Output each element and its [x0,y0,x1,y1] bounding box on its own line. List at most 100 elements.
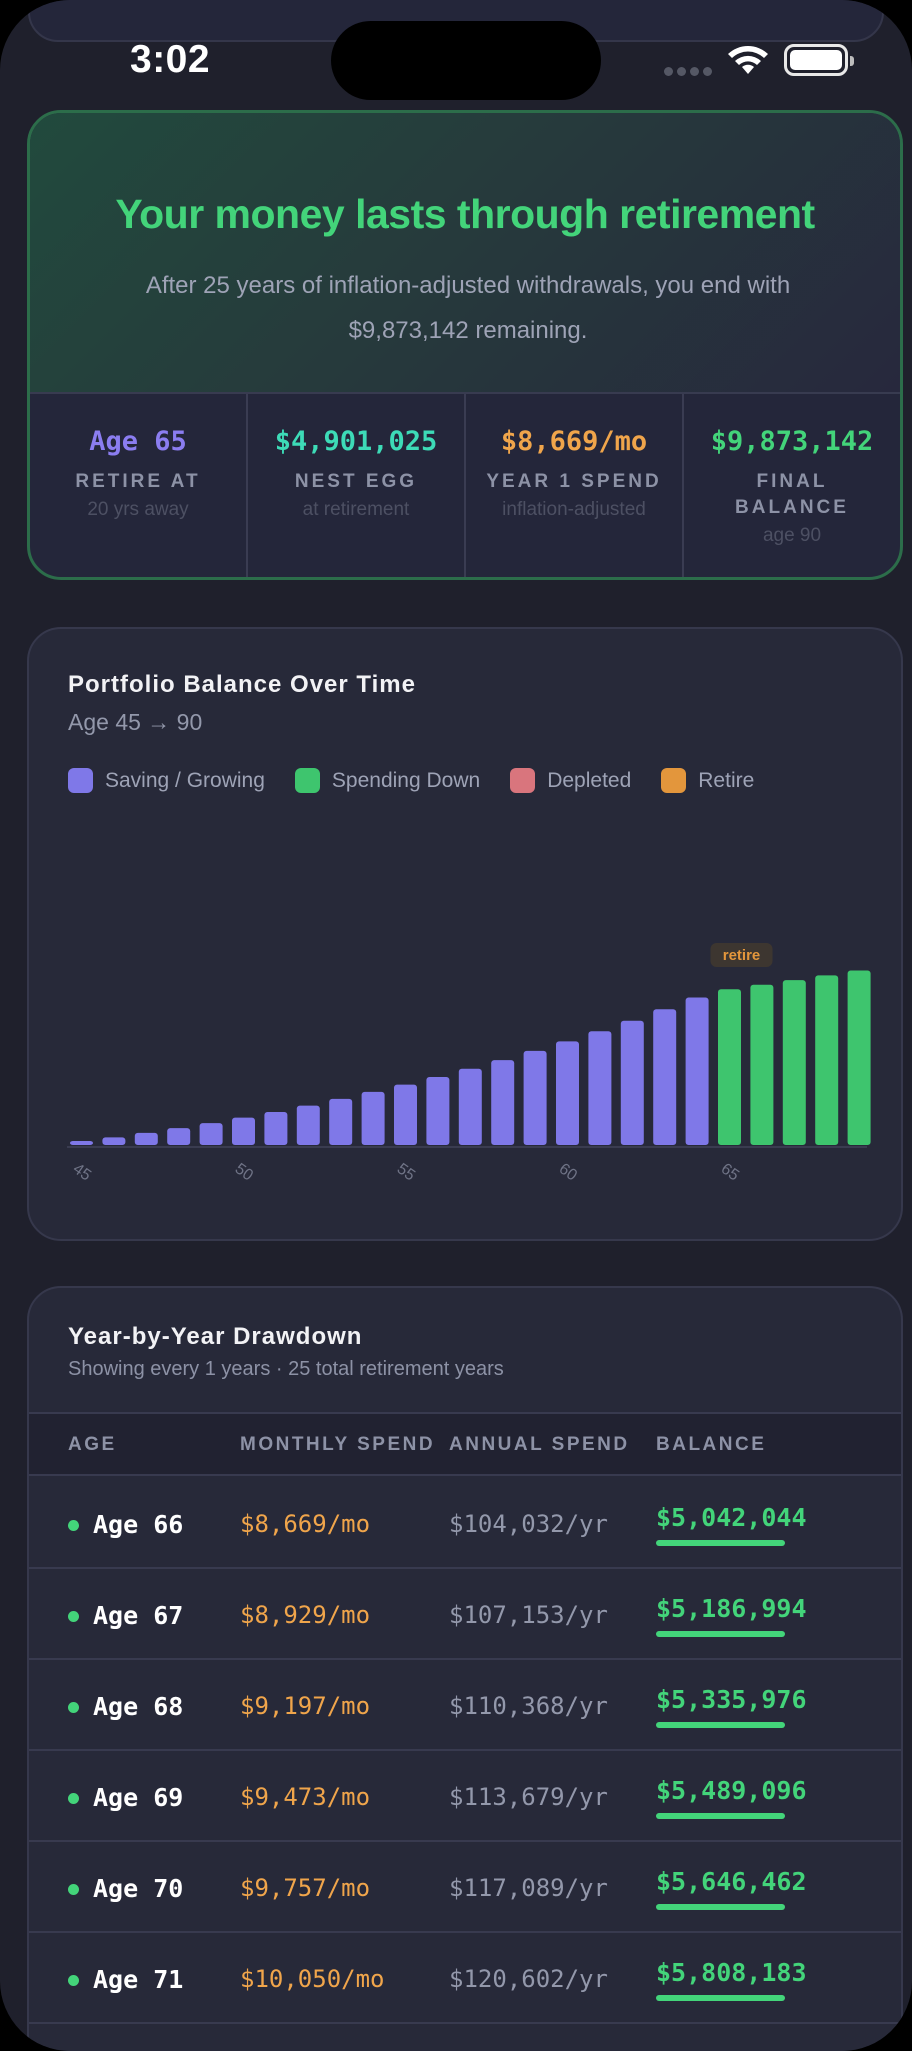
stat-value: Age 65 [89,426,187,457]
legend-swatch [294,768,320,793]
retire-annotation: retire [710,943,773,967]
battery-icon [784,44,854,76]
cell-balance: $5,646,462 [656,1867,807,1896]
cell-annual-spend: $107,153/yr [449,1601,608,1629]
stat-note: 20 yrs away [87,499,189,520]
cell-annual-spend: $120,602/yr [449,1965,608,1993]
balance-bar [656,1904,785,1910]
bar-age-66 [750,984,774,1145]
stat-label: YEAR 1 SPEND [486,471,662,492]
cell-monthly-spend: $10,050/mo [240,1965,385,1993]
table-row: Age 67 $8,929/mo $107,153/yr $5,186,994 [29,1569,901,1660]
table-row: Age 71 $10,050/mo $120,602/yr $5,808,183 [29,1933,901,2024]
stat-nest-egg: $4,901,025 NEST EGG at retirement [248,394,466,577]
bar-age-45 [70,1141,93,1145]
stat-value: $4,901,025 [274,426,438,457]
legend-swatch [510,768,536,793]
bar-age-51 [264,1111,288,1145]
bar-age-67 [782,980,806,1145]
stat-note: inflation-adjusted [502,499,646,520]
chart-legend: Saving / Growing Spending Down Depleted … [68,768,784,793]
stat-label: RETIRE AT [75,471,201,492]
table-header: AGE MONTHLY SPEND ANNUAL SPEND BALANCE [29,1412,901,1476]
retire-annotation-badge [710,943,773,967]
stat-value: $8,669/mo [500,426,648,457]
status-dot [68,1702,79,1713]
legend-label: Saving / Growing [105,768,265,792]
bar-age-54 [361,1091,385,1145]
dynamic-island [331,21,601,100]
cell-age: Age 66 [93,1510,184,1539]
bar-age-56 [426,1076,450,1145]
column-header-annual-spend: ANNUAL SPEND [449,1434,630,1455]
status-dot [68,1884,79,1895]
legend-swatch [68,768,93,793]
balance-bar [656,1722,785,1728]
stat-note: at retirement [302,499,410,520]
key-stats: Age 65 RETIRE AT 20 yrs away $4,901,025 … [30,394,900,577]
legend-item-depleted: Depleted [510,768,631,793]
wifi-icon [728,46,768,74]
result-summary-card: Your money lasts through retirement Afte… [27,110,903,580]
bar-age-55 [394,1084,417,1145]
balance-bar [656,1540,785,1546]
x-tick-label: 55 [394,1160,418,1184]
bar-age-69 [847,970,871,1145]
table-row: $5,974,372 [29,2024,901,2051]
column-header-monthly-spend: MONTHLY SPEND [240,1434,436,1455]
stat-year-1-spend: $8,669/mo YEAR 1 SPEND inflation-adjuste… [466,394,684,577]
cell-monthly-spend: $9,197/mo [240,1692,371,1720]
x-tick-label: 50 [232,1160,256,1184]
drawdown-table-card: Year-by-Year Drawdown Showing every 1 ye… [27,1286,903,2051]
result-banner: Your money lasts through retirement Afte… [30,113,900,394]
bar-age-46 [102,1137,126,1145]
cell-balance: $5,335,976 [656,1685,807,1714]
cell-age: Age 68 [93,1692,184,1721]
x-tick-label: 65 [718,1160,742,1184]
cell-balance: $5,974,372 [656,2049,807,2051]
cell-annual-spend: $104,032/yr [449,1510,608,1538]
x-tick-label: 60 [556,1160,580,1184]
legend-label: Retire [698,768,755,792]
cell-age: Age 70 [93,1874,184,1903]
cell-annual-spend: $110,368/yr [449,1692,608,1720]
balance-bar [656,1995,785,2001]
stat-label: NEST EGG [294,471,418,492]
balance-bar [656,1813,785,1819]
status-time: 3:02 [130,38,211,81]
x-tick-label: 45 [70,1160,94,1184]
cell-age: Age 69 [93,1783,184,1812]
table-title: Year-by-Year Drawdown [68,1323,363,1350]
cell-annual-spend: $113,679/yr [449,1783,608,1811]
stat-label: FINAL BALANCE [735,471,849,518]
stat-note: age 90 [762,525,822,546]
bar-age-58 [491,1060,515,1145]
bar-age-48 [167,1128,191,1145]
bar-age-50 [232,1117,255,1145]
balance-bar [656,1631,785,1637]
legend-label: Depleted [547,768,632,792]
legend-item-retire: Retire [661,768,754,793]
bar-age-53 [329,1098,353,1145]
bar-age-49 [199,1123,223,1145]
cell-annual-spend: $117,089/yr [449,1874,608,1902]
bar-age-57 [458,1068,482,1145]
table-subtitle: Showing every 1 years · 25 total retirem… [68,1358,504,1380]
table-row: Age 70 $9,757/mo $117,089/yr $5,646,462 [29,1842,901,1933]
chart-subtitle: Age 45 → 90 [68,709,203,735]
table-row: Age 69 $9,473/mo $113,679/yr $5,489,096 [29,1751,901,1842]
stat-value: $9,873,142 [710,426,874,457]
portfolio-chart-card: Portfolio Balance Over Time Age 45 → 90 … [27,627,903,1241]
retire-annotation-label: retire [723,947,761,964]
cellular-signal-icon [664,63,712,76]
bar-age-64 [685,997,709,1145]
bar-age-63 [653,1009,677,1145]
bar-age-59 [523,1050,547,1145]
portfolio-bar-chart: 45 50 55 60 65 retire [67,943,871,1185]
stat-retire-at: Age 65 RETIRE AT 20 yrs away [30,394,248,577]
cell-monthly-spend: $8,669/mo [240,1510,371,1538]
cell-balance: $5,489,096 [656,1776,807,1805]
status-dot [68,1975,79,1986]
cell-balance: $5,042,044 [656,1503,807,1532]
